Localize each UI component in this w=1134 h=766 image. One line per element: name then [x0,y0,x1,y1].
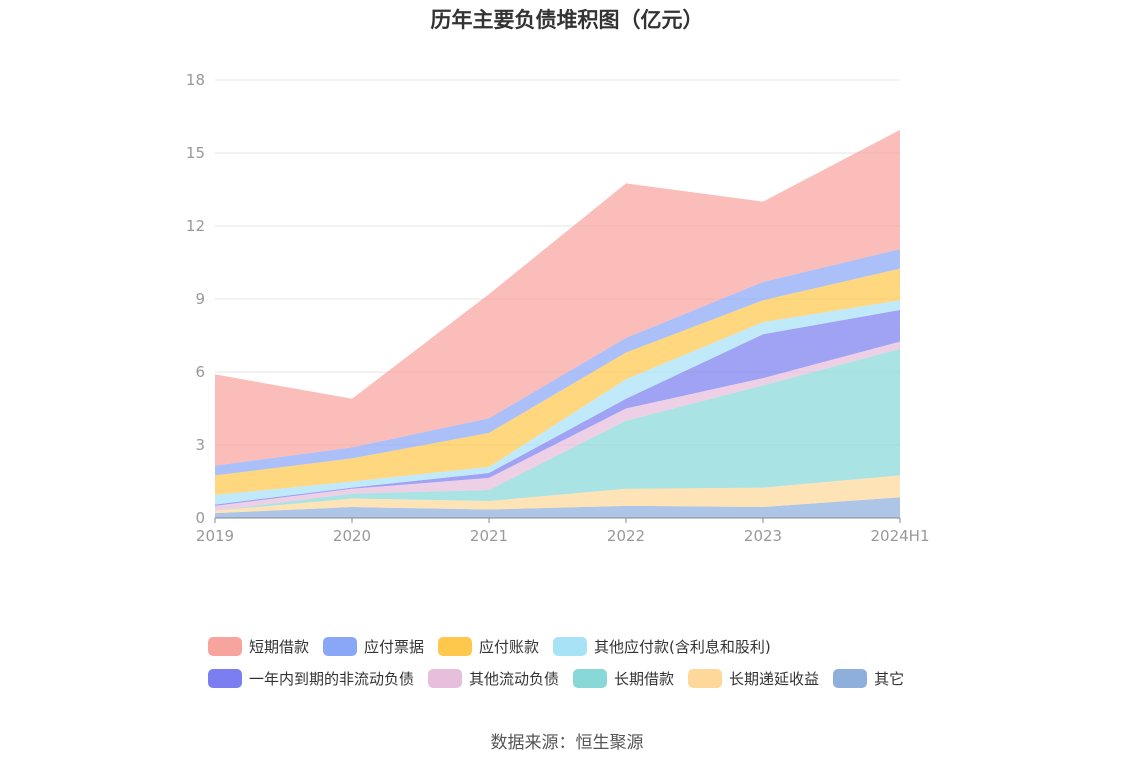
y-tick-label: 18 [186,71,205,89]
legend-label: 长期递延收益 [729,669,820,688]
x-tick-label: 2024H1 [871,527,930,545]
legend-label: 短期借款 [249,637,310,656]
area-series [215,497,900,518]
legend-swatch [208,636,242,656]
legend-label: 应付票据 [364,637,425,656]
x-tick-label: 2020 [333,527,371,545]
legend-label: 其它 [874,669,905,688]
legend-label: 一年内到期的非流动负债 [249,669,415,688]
y-tick-label: 15 [186,144,205,162]
legend-swatch [553,636,588,656]
area-layer [215,129,900,518]
legend-row-1: 短期借款 应付票据 应付账款 其他应付款(含利息和股利) [208,630,968,662]
legend-item-other-current-liabilities[interactable]: 其他流动负债 [428,668,559,689]
stacked-area-chart: 0 3 6 9 12 15 18 2019 2020 2021 2022 2023 2024H1 [186,71,930,545]
area-series [215,475,900,514]
legend-swatch [573,668,608,688]
legend-item-current-portion-noncurrent[interactable]: 一年内到期的非流动负债 [208,668,414,689]
chart-title: 历年主要负债堆积图（亿元） [430,8,704,32]
area-series [215,348,900,511]
legend-label: 其他流动负债 [469,669,560,688]
legend-swatch [438,636,473,656]
area-series [215,300,900,505]
area-series [215,309,900,506]
y-tick-label: 0 [195,509,205,527]
legend-item-long-term-loans[interactable]: 长期借款 [573,668,674,689]
legend-item-other[interactable]: 其它 [833,668,904,689]
x-tick-label: 2022 [607,527,645,545]
y-tick-label: 9 [195,290,205,308]
legend-swatch [688,668,723,688]
legend-item-deferred-income[interactable]: 长期递延收益 [688,668,819,689]
legend-item-short-term-loans[interactable]: 短期借款 [208,636,309,657]
y-tick-label: 12 [186,217,205,235]
area-series [215,268,900,495]
y-tick-label: 3 [195,436,205,454]
legend: 短期借款 应付票据 应付账款 其他应付款(含利息和股利) 一年内到期的非流动负债… [208,630,968,694]
legend-item-other-payables[interactable]: 其他应付款(含利息和股利) [553,636,771,657]
legend-item-accounts-payable[interactable]: 应付账款 [438,636,539,657]
x-tick-label: 2019 [196,527,234,545]
legend-swatch [428,668,463,688]
x-tick-label: 2023 [744,527,782,545]
legend-swatch [208,668,242,688]
legend-swatch [323,636,358,656]
data-source: 数据来源：恒生聚源 [490,733,644,753]
area-series [215,129,900,466]
area-series [215,249,900,476]
axis-layer: 0 3 6 9 12 15 18 2019 2020 2021 2022 2023 2024H1 [186,71,930,545]
legend-item-notes-payable[interactable]: 应付票据 [323,636,424,657]
x-tick-label: 2021 [470,527,508,545]
legend-label: 应付账款 [479,637,540,656]
legend-label: 其他应付款(含利息和股利) [594,637,771,656]
y-tick-label: 6 [195,363,205,381]
legend-swatch [833,668,868,688]
legend-label: 长期借款 [614,669,675,688]
legend-row-2: 一年内到期的非流动负债 其他流动负债 长期借款 长期递延收益 其它 [208,662,968,694]
